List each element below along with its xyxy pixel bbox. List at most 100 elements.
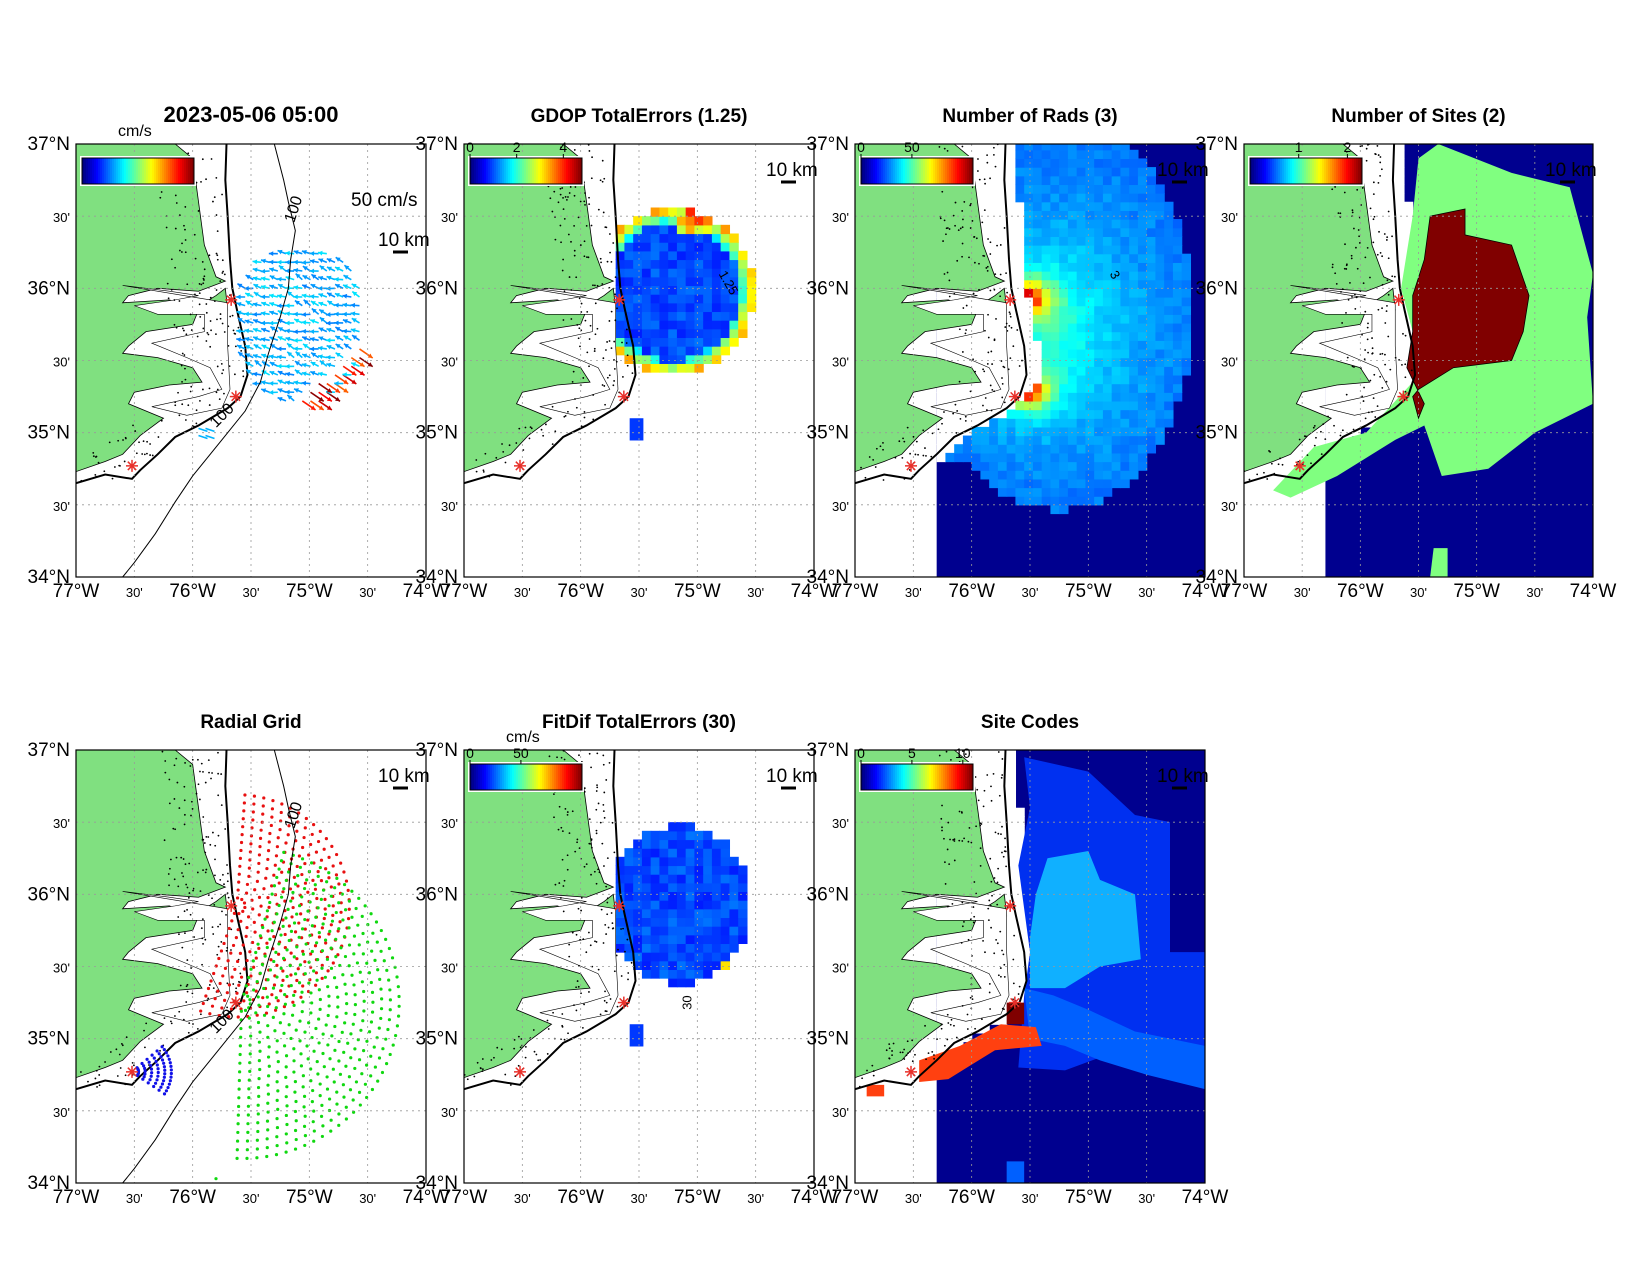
error-cell — [659, 908, 669, 919]
error-cell — [694, 969, 704, 979]
coast-speckle — [208, 984, 211, 986]
lat-tick-label: 30' — [53, 961, 70, 976]
density-cell — [1024, 158, 1034, 168]
density-cell — [1041, 296, 1052, 307]
current-vector-head — [285, 259, 290, 265]
density-cell — [1102, 158, 1113, 168]
error-cell — [659, 276, 669, 287]
coast-speckle — [61, 479, 63, 481]
coast-speckle — [993, 952, 996, 955]
density-cell — [1085, 470, 1095, 480]
density-cell — [1120, 409, 1130, 419]
white-cell — [1024, 305, 1034, 315]
coast-speckle — [571, 810, 574, 813]
coast-speckle — [228, 365, 231, 368]
radial-grid-point — [219, 949, 224, 953]
white-cell — [1369, 219, 1379, 229]
coast-speckle — [964, 753, 967, 756]
density-cell — [1120, 149, 1130, 160]
error-cell — [703, 250, 713, 261]
radial-grid-point — [214, 964, 218, 968]
error-cell — [624, 259, 634, 269]
current-vector-head — [343, 335, 349, 340]
density-cell — [1181, 288, 1192, 298]
density-cell — [1146, 314, 1157, 324]
coast-speckle — [1380, 168, 1383, 171]
coast-speckle — [625, 328, 628, 331]
colorbar: 0 50 — [857, 139, 975, 186]
coast-speckle — [556, 756, 558, 759]
current-vector-head — [318, 396, 324, 402]
error-cell — [650, 328, 661, 339]
error-cell — [694, 328, 704, 339]
coast-speckle — [165, 226, 168, 229]
density-cell — [1120, 366, 1130, 376]
coast-speckle — [964, 332, 967, 335]
error-cell — [650, 216, 661, 226]
radial-grid-point — [222, 998, 227, 1002]
coast-speckle — [219, 923, 222, 926]
density-cell — [1111, 245, 1122, 255]
radial-grid-point — [247, 1078, 251, 1082]
coast-speckle — [188, 1022, 191, 1025]
density-cell — [1094, 478, 1104, 489]
coast-speckle — [1248, 478, 1251, 481]
radial-grid-point — [321, 1051, 325, 1056]
radial-grid-point — [247, 874, 251, 878]
radial-grid-point — [270, 993, 274, 997]
density-cell — [971, 435, 982, 445]
coast-speckle — [946, 271, 949, 274]
coast-speckle — [1002, 953, 1005, 956]
white-cell — [1015, 348, 1025, 359]
coast-speckle — [460, 1082, 462, 1084]
white-cell — [980, 799, 990, 809]
density-cell — [1041, 158, 1052, 168]
white-cell — [1006, 245, 1017, 255]
density-cell — [1076, 340, 1087, 350]
error-cell — [650, 259, 661, 269]
white-cell — [1006, 877, 1017, 887]
radial-grid-point — [274, 996, 278, 1000]
density-cell — [1129, 348, 1139, 359]
error-cell — [711, 250, 722, 261]
radial-grid-point — [160, 1082, 165, 1086]
coast-speckle — [964, 415, 967, 418]
radial-grid-point — [371, 1000, 375, 1004]
coast-speckle — [982, 404, 984, 407]
coast-speckle — [215, 214, 218, 216]
coast-speckle — [1369, 276, 1371, 279]
coast-speckle — [938, 146, 941, 148]
radial-grid-point — [164, 1051, 168, 1055]
radial-grid-point — [245, 1139, 250, 1143]
radial-grid-point — [292, 1003, 296, 1007]
coast-speckle — [1361, 395, 1364, 398]
coast-speckle — [563, 758, 566, 761]
lat-tick-label: 36°N — [416, 884, 458, 905]
radial-grid-point — [279, 895, 284, 899]
radial-grid-point — [140, 1061, 144, 1066]
lon-tick-label: 77°W — [441, 1187, 488, 1208]
density-cell — [1015, 435, 1025, 445]
radial-grid-point — [243, 1008, 248, 1012]
radial-grid-point — [350, 915, 354, 919]
density-cell — [1085, 210, 1095, 220]
radial-grid-point — [329, 966, 334, 970]
error-cell — [668, 839, 678, 849]
white-cell — [1015, 210, 1025, 220]
error-cell — [641, 969, 652, 979]
coast-speckle — [1339, 212, 1342, 215]
white-cell — [1342, 409, 1353, 419]
density-cell — [1094, 279, 1104, 289]
white-cell — [997, 877, 1008, 887]
density-cell — [1085, 296, 1095, 307]
current-vector-head — [236, 294, 241, 300]
white-cell — [1015, 374, 1025, 385]
coast-speckle — [592, 284, 594, 287]
error-cell — [703, 337, 713, 347]
radial-grid-point — [302, 886, 307, 891]
error-cell — [694, 926, 704, 936]
coast-speckle — [1371, 337, 1373, 339]
coast-speckle — [200, 927, 203, 930]
current-vector-head — [309, 259, 315, 264]
radial-grid-point — [276, 1107, 280, 1111]
